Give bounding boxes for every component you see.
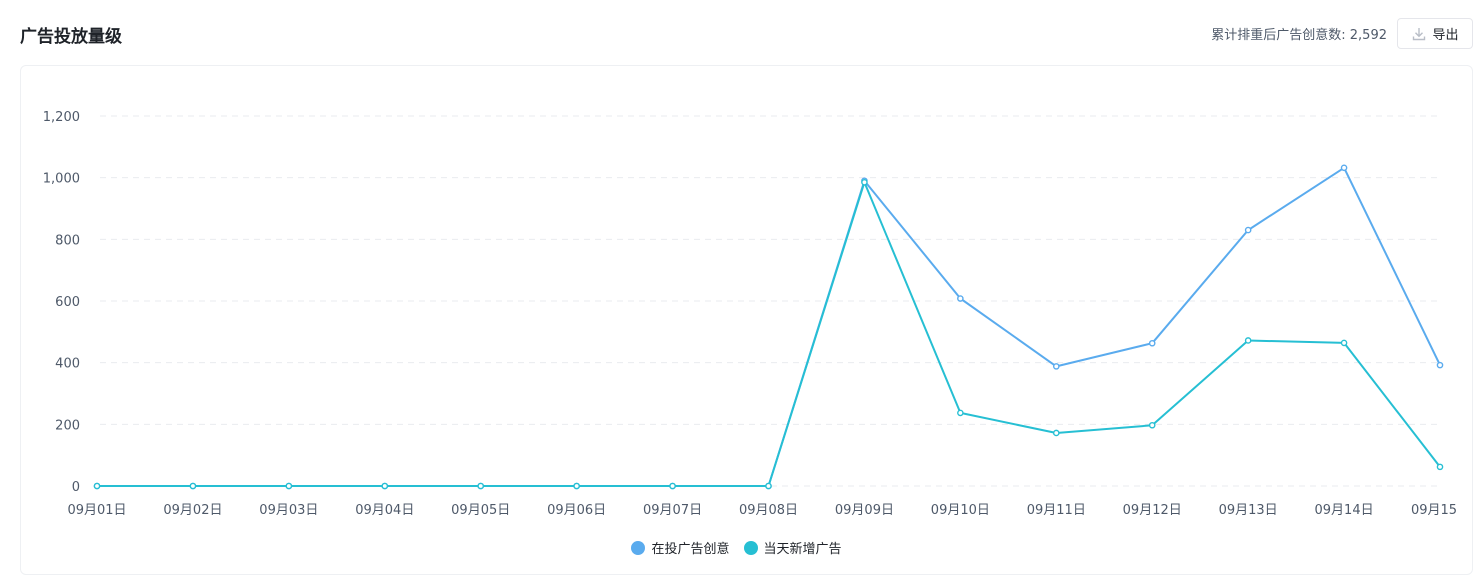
x-axis-ticks: 09月01日 09月02日 09月03日 09月04日 09月05日 09月06日 09月0…	[67, 503, 1457, 518]
y-tick-label: 1,000	[43, 172, 80, 187]
y-tick-label: 1,200	[43, 110, 80, 125]
data-point	[381, 482, 389, 490]
y-tick-label: 400	[55, 357, 80, 372]
series-layer	[93, 164, 1444, 490]
data-point	[957, 409, 964, 417]
y-tick-label: 800	[55, 233, 80, 248]
data-point	[1436, 361, 1444, 369]
y-axis-ticks: 0 200 400 600 800 1,000 1,200	[43, 110, 80, 495]
x-tick-label: 09月12日	[1123, 503, 1182, 518]
data-point	[1436, 463, 1444, 471]
y-tick-label: 0	[72, 480, 80, 495]
x-tick-label: 09月03日	[259, 503, 318, 518]
legend-label-series-1: 在投广告创意	[651, 542, 730, 557]
dedup-count-label: 累计排重后广告创意数:	[1211, 28, 1346, 43]
data-point	[1148, 339, 1156, 347]
x-tick-label: 09月14日	[1315, 503, 1374, 518]
x-tick-label: 09月11日	[1027, 503, 1086, 518]
data-point	[1340, 339, 1348, 347]
data-point	[765, 482, 772, 490]
legend-marker-series-1	[631, 540, 646, 555]
data-point	[93, 482, 101, 490]
legend-item-series-2[interactable]: 当天新增广告	[743, 538, 842, 557]
header-actions: 累计排重后广告创意数: 2,592 导出	[1211, 17, 1473, 50]
dedup-count-value: 2,592	[1349, 28, 1387, 43]
data-point	[669, 482, 676, 490]
series-1	[93, 164, 1444, 490]
data-point	[477, 482, 485, 490]
legend-marker-series-2	[743, 540, 758, 555]
x-tick-label: 09月07日	[643, 503, 702, 518]
data-point	[1244, 226, 1252, 234]
series-line-2	[97, 181, 1441, 487]
dedup-count-stat: 累计排重后广告创意数: 2,592	[1211, 24, 1387, 43]
data-point	[573, 482, 580, 490]
download-icon	[1413, 27, 1426, 40]
x-tick-label: 09月04日	[355, 503, 414, 518]
grid-layer	[100, 115, 1440, 487]
series-line-1	[97, 166, 1441, 487]
x-tick-label: 09月15	[1411, 503, 1457, 518]
data-point	[1244, 337, 1252, 344]
page-title: 广告投放量级	[20, 27, 122, 47]
legend: 在投广告创意 当天新增广告	[0, 538, 1473, 557]
x-tick-label: 09月05日	[451, 503, 510, 518]
legend-item-series-1[interactable]: 在投广告创意	[631, 538, 730, 557]
x-tick-label: 09月13日	[1219, 503, 1278, 518]
export-button[interactable]: 导出	[1397, 18, 1473, 49]
data-point	[1340, 164, 1348, 172]
x-tick-label: 09月09日	[835, 503, 894, 518]
x-tick-label: 09月10日	[931, 503, 990, 518]
data-point	[1052, 429, 1060, 437]
data-point	[861, 178, 868, 186]
data-point	[1052, 363, 1060, 370]
y-tick-label: 600	[55, 295, 80, 310]
data-point	[189, 482, 197, 490]
legend-label-series-2: 当天新增广告	[763, 542, 842, 557]
export-label: 导出	[1432, 28, 1459, 43]
series-2	[93, 178, 1444, 490]
x-tick-label: 09月02日	[163, 503, 222, 518]
data-point	[285, 482, 293, 490]
x-tick-label: 09月06日	[547, 503, 606, 518]
data-point	[957, 295, 964, 302]
x-tick-label: 09月01日	[67, 503, 126, 518]
x-tick-label: 09月08日	[739, 503, 798, 518]
y-tick-label: 200	[55, 418, 80, 433]
data-point	[1148, 421, 1156, 429]
